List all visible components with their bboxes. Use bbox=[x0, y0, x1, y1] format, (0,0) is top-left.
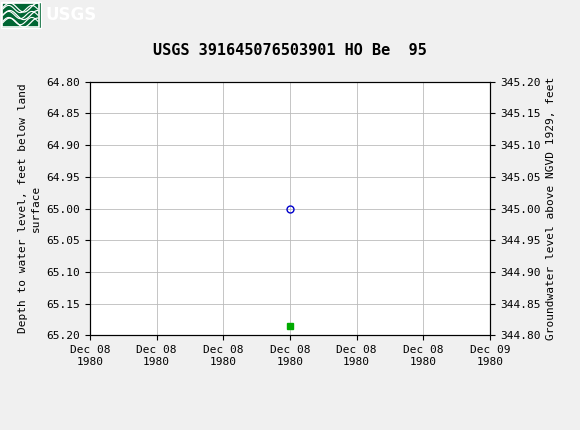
Text: USGS 391645076503901 HO Be  95: USGS 391645076503901 HO Be 95 bbox=[153, 43, 427, 58]
Text: USGS: USGS bbox=[45, 6, 96, 24]
Y-axis label: Groundwater level above NGVD 1929, feet: Groundwater level above NGVD 1929, feet bbox=[546, 77, 556, 340]
Y-axis label: Depth to water level, feet below land
surface: Depth to water level, feet below land su… bbox=[17, 84, 41, 333]
Bar bbox=[2, 3, 39, 27]
FancyBboxPatch shape bbox=[1, 3, 41, 28]
